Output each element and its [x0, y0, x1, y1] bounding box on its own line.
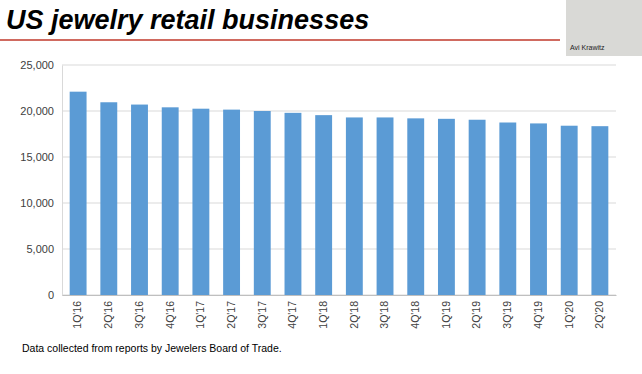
- bar: [192, 109, 209, 295]
- bar: [438, 119, 455, 295]
- webcam-frame: [566, 0, 642, 56]
- x-tick: 1Q'20: [563, 295, 575, 329]
- y-tick: 0: [48, 289, 62, 301]
- x-tick-label: 3Q'17: [256, 301, 268, 329]
- bar: [223, 110, 240, 295]
- bar: [315, 115, 332, 295]
- bar: [254, 111, 271, 295]
- bar: [530, 123, 547, 295]
- title: US jewelry retail businesses: [6, 5, 369, 35]
- bar: [591, 126, 608, 295]
- y-tick: 15,000: [20, 151, 62, 163]
- x-tick: 4Q'16: [164, 295, 176, 329]
- x-tick: 2Q'18: [348, 295, 360, 329]
- bar: [100, 102, 117, 295]
- x-tick-label: 2Q'18: [348, 301, 360, 329]
- x-tick-label: 2Q'16: [102, 301, 114, 329]
- x-tick: 1Q'17: [194, 295, 206, 329]
- grid: [62, 65, 616, 295]
- bar: [162, 107, 179, 295]
- x-tick: 3Q'17: [256, 295, 268, 329]
- x-tick-label: 1Q'16: [71, 301, 83, 329]
- x-tick-label: 4Q'16: [164, 301, 176, 329]
- x-tick: 3Q'16: [133, 295, 145, 329]
- x-tick: 1Q'16: [71, 295, 83, 329]
- x-tick-label: 4Q'19: [532, 301, 544, 329]
- y-tick: 10,000: [20, 197, 62, 209]
- bar: [70, 92, 87, 295]
- bars: [70, 92, 609, 295]
- y-axis: 0 5,000 10,000 15,000 20,000 25,000: [20, 59, 62, 301]
- x-axis: 1Q'16 2Q'16 3Q'16 4Q'16 1Q'17 2Q'17 3Q'17 4Q'17…: [63, 295, 617, 329]
- chart: US jewelry retail businesses Data collect…: [0, 0, 642, 374]
- x-tick: 4Q'18: [409, 295, 421, 329]
- x-tick-label: 1Q'19: [440, 301, 452, 329]
- y-tick-label: 0: [48, 289, 54, 301]
- bar: [285, 113, 302, 295]
- y-tick-label: 20,000: [20, 105, 54, 117]
- y-tick: 20,000: [20, 105, 62, 117]
- bar: [407, 118, 424, 295]
- x-tick: 2Q'19: [470, 295, 482, 329]
- x-axis-line: [63, 295, 617, 296]
- y-tick-label: 5,000: [26, 243, 54, 255]
- bar: [346, 117, 363, 295]
- x-tick: 3Q'18: [378, 295, 390, 329]
- bar: [499, 123, 516, 296]
- x-tick-label: 3Q'16: [133, 301, 145, 329]
- x-tick: 1Q'19: [440, 295, 452, 329]
- x-tick: 2Q'20: [593, 295, 605, 329]
- x-tick: 2Q'17: [225, 295, 237, 329]
- x-tick: 2Q'16: [102, 295, 114, 329]
- y-tick-label: 15,000: [20, 151, 54, 163]
- x-tick-label: 1Q'20: [563, 301, 575, 329]
- y-tick: 25,000: [20, 59, 62, 71]
- grid-line: [62, 65, 616, 66]
- title-rule: [0, 39, 560, 41]
- plot: 0 5,000 10,000 15,000 20,000 25,000 1Q'16 2Q'16…: [20, 59, 616, 329]
- bar: [131, 105, 148, 295]
- x-tick: 3Q'19: [501, 295, 513, 329]
- y-tick: 5,000: [26, 243, 62, 255]
- x-tick-label: 2Q'19: [470, 301, 482, 329]
- bar: [469, 120, 486, 295]
- x-tick-label: 4Q'17: [286, 301, 298, 329]
- x-tick-label: 3Q'18: [378, 301, 390, 329]
- y-tick-label: 10,000: [20, 197, 54, 209]
- x-tick-label: 3Q'19: [501, 301, 513, 329]
- x-tick-label: 2Q'17: [225, 301, 237, 329]
- presenter-name: Avi Krawitz: [570, 44, 605, 51]
- bar: [561, 126, 578, 295]
- y-axis-line: [62, 66, 63, 296]
- footnote: Data collected from reports by Jewelers …: [22, 342, 282, 354]
- x-tick: 1Q'18: [317, 295, 329, 329]
- x-tick-label: 4Q'18: [409, 301, 421, 329]
- y-tick-label: 25,000: [20, 59, 54, 71]
- x-tick: 4Q'17: [286, 295, 298, 329]
- bar: [377, 117, 394, 295]
- x-tick: 4Q'19: [532, 295, 544, 329]
- x-tick-label: 1Q'18: [317, 301, 329, 329]
- x-tick-label: 1Q'17: [194, 301, 206, 329]
- x-tick-label: 2Q'20: [593, 301, 605, 329]
